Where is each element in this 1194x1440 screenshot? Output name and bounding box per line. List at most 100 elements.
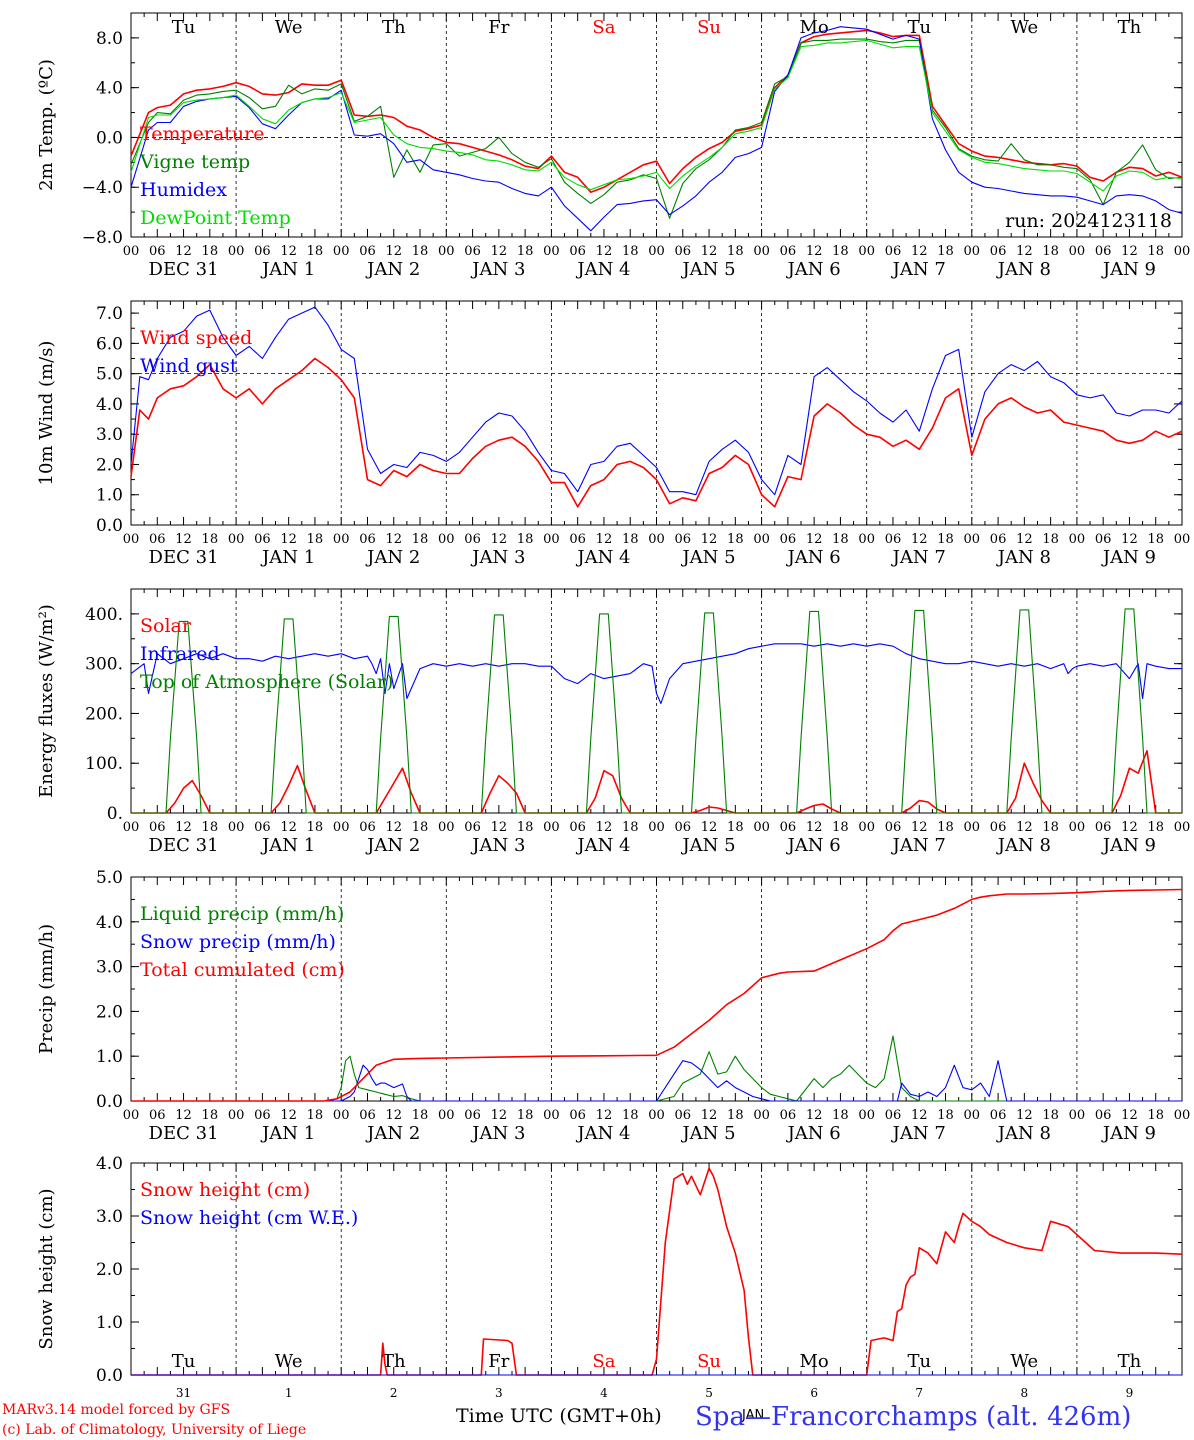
date-tick-label: 9 — [1126, 1386, 1134, 1400]
day-label: JAN 9 — [1101, 547, 1156, 568]
legend-entry: Snow height (cm) — [140, 1179, 310, 1201]
weekday-label: We — [275, 1351, 303, 1372]
hour-tick-label: 06 — [1095, 820, 1112, 835]
weekday-label: Th — [1118, 17, 1142, 38]
y-tick-label: 0.0 — [96, 1092, 123, 1112]
hour-tick-label: 18 — [307, 820, 324, 835]
hour-tick-label: 00 — [438, 820, 455, 835]
y-tick-label: 5.0 — [96, 868, 123, 888]
legend-entry: Snow height (cm W.E.) — [140, 1207, 358, 1229]
y-tick-label: 4.0 — [96, 1154, 123, 1174]
y-tick-label: 100. — [85, 754, 123, 774]
y-tick-label: 4.0 — [96, 395, 123, 415]
legend-entry: DewPoint Temp — [140, 207, 291, 229]
day-label: DEC 31 — [149, 259, 219, 280]
hour-tick-label: 18 — [727, 532, 744, 547]
legend-entry: Infrared — [140, 643, 220, 665]
y-tick-label: 2.0 — [96, 1260, 123, 1280]
date-tick-label: 1 — [285, 1386, 293, 1400]
hour-tick-label: 06 — [885, 1108, 902, 1123]
y-tick-label: −4.0 — [82, 178, 123, 198]
day-label: JAN 2 — [365, 1123, 420, 1144]
wind-frame — [130, 300, 1183, 526]
series-line-top-of-atmosphere-solar- — [131, 608, 1182, 814]
day-label: JAN 3 — [470, 835, 525, 856]
hour-tick-label: 12 — [1016, 1108, 1033, 1123]
hour-tick-label: 06 — [885, 532, 902, 547]
temp-frame — [130, 12, 1183, 238]
hour-tick-label: 18 — [202, 1108, 219, 1123]
weekday-label: We — [1011, 1351, 1039, 1372]
hour-tick-label: 12 — [1121, 820, 1138, 835]
hour-tick-label: 00 — [543, 244, 560, 259]
day-label: JAN 7 — [891, 259, 946, 280]
hour-tick-label: 06 — [675, 532, 692, 547]
y-axis-label: 10m Wind (m/s) — [36, 341, 57, 486]
hour-tick-label: 00 — [964, 1108, 981, 1123]
day-label: JAN 5 — [680, 1123, 735, 1144]
hour-tick-label: 12 — [385, 820, 402, 835]
day-label: JAN 1 — [260, 547, 315, 568]
hour-tick-label: 06 — [359, 244, 376, 259]
hour-tick-label: 12 — [596, 1108, 613, 1123]
hour-tick-label: 12 — [175, 244, 192, 259]
hour-tick-label: 12 — [911, 532, 928, 547]
wind-panel: 0.0 1.0 2.0 3.0 4.0 5.0 6.0 7.0 10m Wind (m/s) 00… — [36, 300, 1190, 568]
y-axis-label: Precip (mm/h) — [36, 924, 57, 1054]
hour-tick-label: 18 — [1042, 1108, 1059, 1123]
weekday-label: Tu — [907, 17, 931, 38]
day-label: JAN 5 — [680, 259, 735, 280]
hour-tick-label: 00 — [333, 1108, 350, 1123]
weekday-label: Mo — [800, 1351, 829, 1372]
hour-tick-label: 06 — [569, 820, 586, 835]
hour-tick-label: 12 — [701, 1108, 718, 1123]
y-tick-label: 4.0 — [96, 913, 123, 933]
hour-tick-label: 18 — [517, 1108, 534, 1123]
y-tick-label: 300. — [85, 655, 123, 675]
weekday-label: We — [1011, 17, 1039, 38]
hour-tick-label: 00 — [123, 820, 140, 835]
hour-tick-label: 12 — [280, 1108, 297, 1123]
series-line-dewpoint-temp — [130, 39, 1183, 192]
hour-tick-label: 00 — [228, 244, 245, 259]
day-label: JAN 8 — [996, 835, 1051, 856]
hour-tick-label: 00 — [123, 244, 140, 259]
hour-tick-label: 12 — [806, 1108, 823, 1123]
weekday-label: Th — [382, 17, 406, 38]
hour-tick-label: 00 — [753, 820, 770, 835]
hour-tick-label: 18 — [307, 532, 324, 547]
series-line-liquid-precip-mm-h- — [131, 1035, 1182, 1102]
hour-tick-label: 12 — [1121, 532, 1138, 547]
hour-tick-label: 18 — [1042, 532, 1059, 547]
y-tick-label: 200. — [85, 704, 123, 724]
hour-tick-label: 18 — [727, 244, 744, 259]
hour-tick-label: 00 — [1069, 244, 1086, 259]
day-label: JAN 9 — [1101, 835, 1156, 856]
temp-panel: −8.0 −4.0 0.0 4.0 8.0 2m Temp. (ºC) Tu We Th Fr Sa… — [36, 12, 1190, 280]
hour-tick-label: 12 — [175, 532, 192, 547]
hour-tick-label: 00 — [858, 820, 875, 835]
y-tick-label: 1.0 — [96, 1313, 123, 1333]
y-tick-label: 400. — [85, 605, 123, 625]
hour-tick-label: 12 — [596, 820, 613, 835]
y-tick-label: 0.0 — [96, 1366, 123, 1386]
energy-frame — [130, 588, 1183, 814]
hour-tick-label: 06 — [1095, 1108, 1112, 1123]
hour-tick-label: 12 — [280, 532, 297, 547]
hour-tick-label: 00 — [964, 244, 981, 259]
legend-entry: Vigne temp — [139, 151, 250, 173]
hour-tick-label: 00 — [858, 244, 875, 259]
hour-tick-label: 18 — [937, 1108, 954, 1123]
day-label: JAN 9 — [1101, 259, 1156, 280]
x-axis-title: Time UTC (GMT+0h) — [456, 1405, 662, 1427]
day-label: JAN 1 — [260, 835, 315, 856]
hour-tick-label: 18 — [727, 1108, 744, 1123]
hour-tick-label: 00 — [333, 532, 350, 547]
date-tick-label: 6 — [810, 1386, 818, 1400]
day-label: JAN 8 — [996, 1123, 1051, 1144]
y-tick-label: 1.0 — [96, 486, 123, 506]
hour-tick-label: 06 — [885, 820, 902, 835]
hour-tick-label: 12 — [491, 244, 508, 259]
hour-tick-label: 00 — [1069, 532, 1086, 547]
